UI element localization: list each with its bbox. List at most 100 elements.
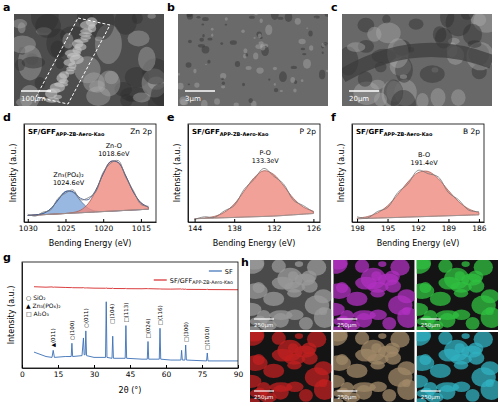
image-texture — [301, 48, 305, 50]
image-texture — [211, 34, 213, 37]
image-texture — [249, 16, 255, 19]
peak-label: Zn₃(PO₄)₂ — [53, 171, 84, 179]
tick: 189 — [442, 219, 457, 233]
tick-mark — [65, 219, 66, 222]
peak-label: ○(100) — [69, 321, 75, 341]
plot-frame — [22, 262, 238, 368]
map-texture — [250, 260, 264, 274]
y-axis-title: Intensity (a.u.) — [173, 144, 182, 203]
peak-label: □(024) — [145, 319, 151, 339]
panel-letter: f — [331, 111, 336, 124]
image-texture — [325, 14, 328, 17]
peak-label: ▲(011) — [50, 328, 56, 347]
peak-label: ○(011) — [83, 308, 89, 328]
image-texture — [319, 70, 325, 80]
y-axis-title: Intensity (a.u.) — [7, 286, 16, 345]
peak-label: 1024.6eV — [53, 179, 85, 187]
tick-label: 195 — [381, 224, 396, 233]
image-texture — [303, 59, 311, 69]
text-subscript: APP-ZB-Aero-Kao — [220, 131, 269, 137]
tick-mark — [357, 219, 358, 222]
y-axis — [352, 125, 353, 223]
image-texture — [409, 19, 424, 30]
scale-bar — [337, 390, 357, 391]
peak-label: □(300) — [183, 322, 189, 342]
legend-label: SF — [225, 268, 233, 276]
image-texture — [115, 14, 137, 35]
tick: 138 — [228, 219, 243, 233]
tick-mark — [238, 365, 239, 368]
image-texture — [384, 80, 403, 106]
tick-mark — [234, 219, 235, 222]
map-texture — [417, 355, 435, 371]
spectrum-line — [28, 161, 149, 216]
image-texture — [258, 34, 262, 38]
image-texture — [214, 98, 220, 104]
tick-mark — [313, 219, 314, 222]
scale-bar-label: 250μm — [337, 322, 356, 329]
tick-mark — [479, 219, 480, 222]
map-texture — [284, 354, 305, 365]
map-texture — [402, 379, 410, 387]
image-texture — [205, 64, 207, 65]
image-texture — [256, 67, 263, 73]
tick: 186 — [472, 219, 487, 233]
tick-mark — [166, 365, 167, 368]
image-texture — [151, 83, 164, 106]
tick: 30 — [90, 365, 100, 379]
map-texture — [367, 282, 388, 293]
tick-label: 75 — [198, 370, 208, 379]
image-texture — [321, 43, 326, 47]
map-texture — [250, 283, 268, 299]
map-texture — [417, 283, 435, 299]
legend: SFSF/GFFAPP-ZB-Aero-Kao — [154, 268, 233, 285]
map-texture — [466, 317, 480, 330]
eds-map — [417, 260, 498, 330]
x-axis: 144138132126 — [188, 219, 321, 233]
map-texture — [397, 361, 414, 375]
map-texture — [272, 332, 286, 345]
map-texture — [486, 307, 494, 315]
tick-mark — [448, 219, 449, 222]
image-texture — [14, 36, 36, 54]
symbol-key: ○ SiO₂ — [26, 294, 46, 301]
image-texture — [326, 70, 328, 72]
plot-area — [28, 160, 149, 216]
image-texture — [89, 80, 105, 92]
fit-peak — [28, 161, 149, 216]
image-texture — [431, 88, 446, 106]
scale-bar — [349, 90, 379, 92]
image-texture — [253, 52, 258, 59]
panel-letter: e — [167, 111, 174, 124]
axis-line — [189, 222, 321, 223]
chart-subtitle: Zn 2p — [130, 127, 152, 136]
panel-letter: c — [331, 1, 338, 14]
tick-label: 144 — [188, 224, 203, 233]
map-texture — [250, 375, 261, 388]
x-axis: 1030102510201015 — [19, 219, 157, 233]
map-texture — [333, 355, 351, 371]
legend-swatch — [209, 270, 222, 271]
text-subscript: APP-ZB-Aero-Kao — [384, 131, 433, 137]
tick-mark — [141, 219, 142, 222]
image-texture — [193, 69, 196, 74]
image-texture — [274, 88, 278, 92]
image-texture — [225, 17, 228, 20]
image-texture — [243, 48, 247, 53]
image-texture — [207, 38, 212, 41]
image-texture — [178, 83, 184, 90]
image-texture — [211, 28, 214, 31]
image-texture — [293, 89, 296, 93]
chart-title: SF/GFFAPP-ZB-Aero-Kao — [356, 128, 433, 137]
image-texture — [260, 44, 265, 50]
image-texture — [198, 44, 205, 48]
y-axis — [24, 125, 25, 223]
image-texture — [374, 93, 387, 106]
image-texture — [309, 45, 313, 51]
peak-label: 191.4eV — [411, 159, 439, 167]
sem-image — [14, 14, 164, 106]
image-texture — [199, 38, 204, 42]
sem-image — [178, 14, 328, 106]
text-main: SF/GFF — [192, 128, 220, 136]
map-texture — [314, 361, 331, 375]
